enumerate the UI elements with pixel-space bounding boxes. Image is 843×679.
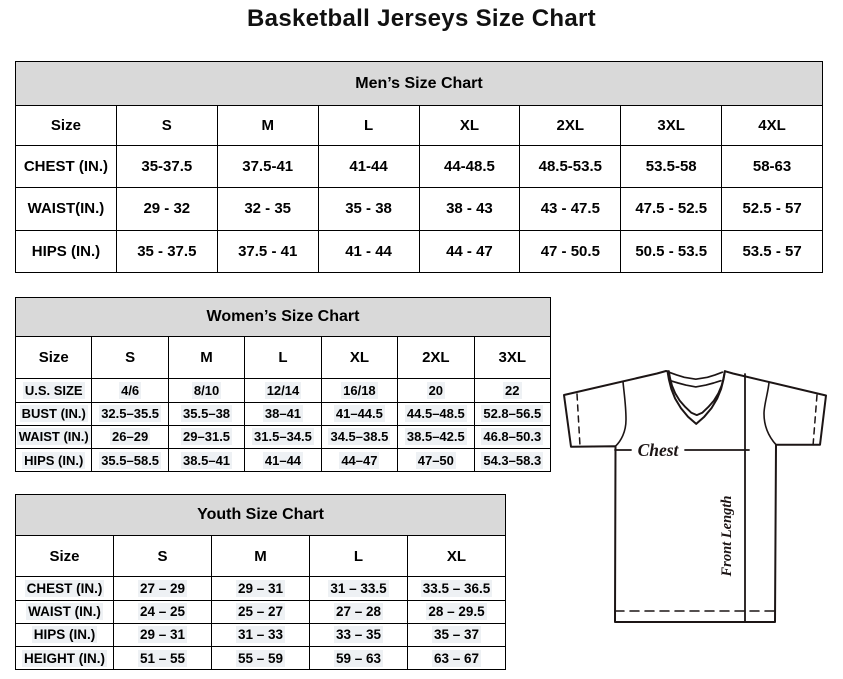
svg-text:Chest: Chest [638,440,680,460]
svg-text:Front Length: Front Length [719,496,735,578]
